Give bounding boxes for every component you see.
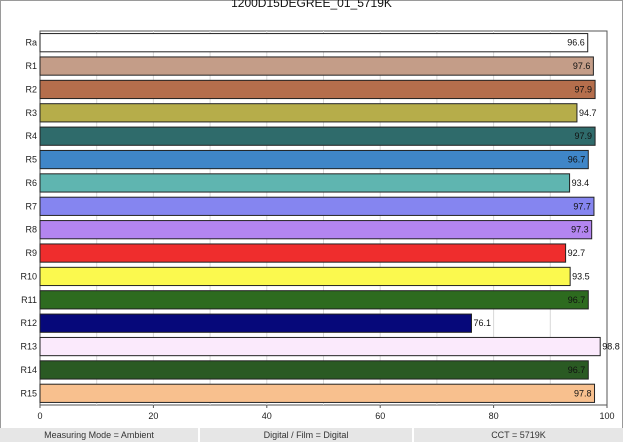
bar-r5 [39,149,589,170]
bars [39,33,601,403]
cri-bar-chart: Ra R1 R2 R3 R4 R5 R6 R7 R8 R9 R10 R11 R12 R13 R14 R15 9… [20,30,620,421]
x-tick-labels: 0 20 40 60 80 100 [37,405,615,421]
value-label-r2: 97.9 [575,84,593,94]
category-label-r15: R15 [20,388,37,398]
category-label-r2: R2 [25,84,37,94]
value-label-r12: 76.1 [473,318,491,328]
value-label-r10: 93.5 [572,271,590,281]
value-label-r3: 94.7 [579,108,597,118]
x-tick-label: 80 [489,411,499,421]
measuring-mode-status: Measuring Mode = Ambient [0,428,200,442]
bar-r2 [39,79,596,100]
status-bar: Measuring Mode = Ambient Digital / Film … [0,428,623,442]
x-tick-label: 40 [262,411,272,421]
category-label-r7: R7 [25,201,37,211]
bar-r4 [39,126,596,146]
cct-status: CCT = 5719K [414,428,623,442]
value-label-r9: 92.7 [568,248,586,258]
category-label-r9: R9 [25,248,37,258]
bar-r1 [39,56,594,76]
category-label-r6: R6 [25,178,37,188]
digital-film-status: Digital / Film = Digital [200,428,414,442]
category-label-r10: R10 [20,271,37,281]
x-tick-label: 100 [599,411,614,421]
bar-r7 [39,196,595,216]
value-label-r6: 93.4 [572,178,590,188]
category-label-r1: R1 [25,61,37,71]
category-labels: Ra R1 R2 R3 R4 R5 R6 R7 R8 R9 R10 R11 R12 R13 R14 R15 [20,38,37,399]
value-label-r7: 97.7 [573,201,591,211]
category-label-r5: R5 [25,155,37,165]
category-label-r11: R11 [21,295,37,305]
value-label-r4: 97.9 [575,131,593,141]
value-label-r11: 96.7 [568,295,586,305]
bar-r14 [39,360,589,380]
category-label-r8: R8 [25,225,37,235]
chart-title: 1200D15DEGREE_01_5719K [231,0,392,10]
value-label-r5: 96.7 [568,155,586,165]
category-label-ra: Ra [25,38,37,48]
bar-r13 [39,336,601,357]
category-label-r4: R4 [25,131,37,141]
value-label-r14: 96.7 [568,365,586,375]
bar-r9 [39,243,567,263]
bar-r10 [39,266,571,287]
x-tick-label: 20 [148,411,158,421]
value-label-r1: 97.6 [573,61,591,71]
x-tick-label: 0 [37,411,42,421]
category-label-r12: R12 [20,318,37,328]
bar-r15 [39,383,596,403]
category-label-r14: R14 [20,365,37,375]
category-label-r3: R3 [25,108,37,118]
bar-r12 [39,313,472,333]
value-label-ra: 96.6 [567,38,585,48]
bar-r11 [39,290,589,310]
value-label-r8: 97.3 [571,225,589,235]
value-label-r15: 97.8 [574,388,592,398]
bar-r6 [39,173,571,193]
bar-r8 [39,220,593,240]
x-tick-label: 60 [375,411,385,421]
bar-r3 [39,103,578,123]
value-label-r13: 98.8 [602,342,620,352]
bar-ra [39,33,589,53]
category-label-r13: R13 [20,342,37,352]
value-labels: 96.6 97.6 97.9 94.7 97.9 96.7 93.4 97.7 97.3 92.7… [473,38,619,399]
